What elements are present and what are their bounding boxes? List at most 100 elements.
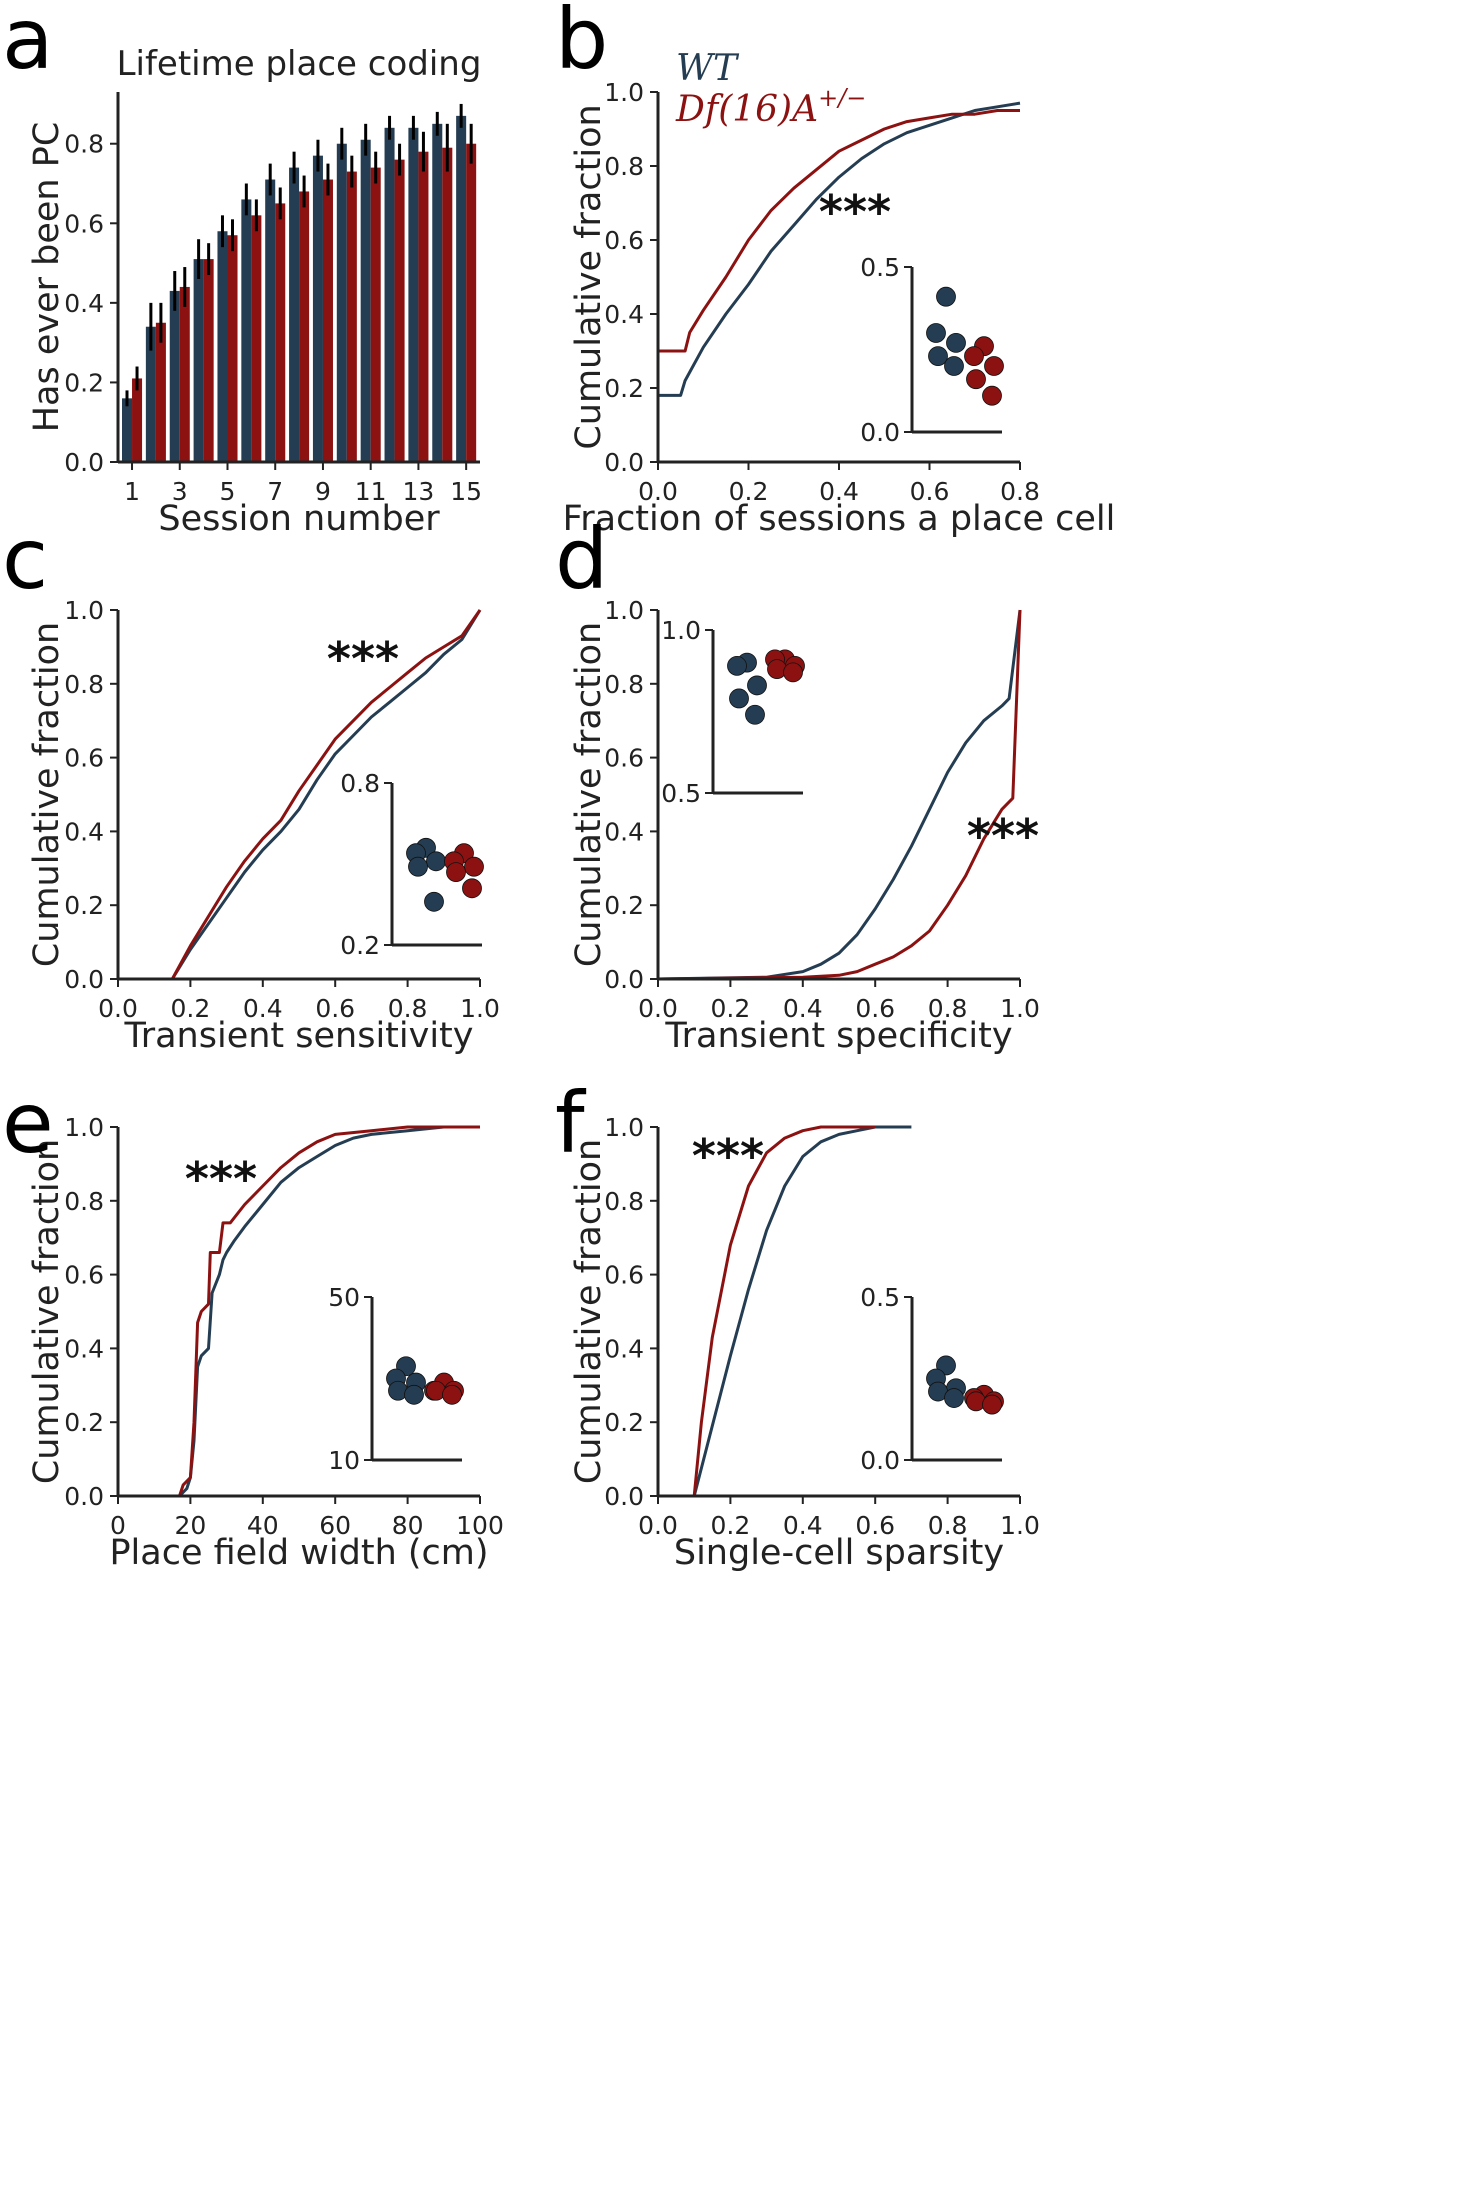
e-inset-dot-wt [404, 1384, 424, 1405]
c-ytick-label: 0.2 [64, 891, 104, 920]
d-ytick-label: 0.0 [604, 965, 644, 994]
c-panel-label: c [2, 510, 48, 608]
e-xtick-label: 100 [456, 1511, 504, 1540]
c-ytick-label: 0.6 [64, 744, 104, 773]
a-bar-df [442, 147, 453, 463]
b-significance: *** [819, 185, 891, 239]
c-inset-dot-wt [408, 856, 428, 877]
d-inset-dot-df [767, 659, 787, 680]
d-ytick-label: 0.8 [604, 670, 644, 699]
a-bar-wt [217, 231, 228, 462]
b-ytick-label: 0.2 [604, 374, 644, 403]
b-xtick-label: 0.0 [638, 477, 678, 506]
d-inset-dot-wt [745, 704, 765, 725]
e-ytick-label: 1.0 [64, 1113, 104, 1142]
e-inset: 10 50 [328, 1283, 464, 1475]
a-bar-wt [408, 127, 419, 462]
f-ytick-label: 0.6 [604, 1261, 644, 1290]
e-xtick-label: 40 [247, 1511, 279, 1540]
a-bar-df [275, 203, 286, 463]
d-xtick-label: 0.8 [928, 994, 968, 1023]
a-bar-wt [122, 398, 133, 462]
f-significance: *** [692, 1129, 764, 1183]
b-ytick-label: 0.4 [604, 300, 644, 329]
c-cdf-wt [171, 609, 482, 980]
f-x-title: Single-cell sparsity [674, 1533, 1004, 1573]
d-inset-dot-wt [747, 675, 767, 696]
panel-d: 0.00.20.40.60.81.00.0 0.2 0.4 0.6 0.8 1.0Tran… [555, 510, 1040, 1056]
f-ytick-label: 1.0 [604, 1113, 644, 1142]
e-xtick-label: 60 [319, 1511, 351, 1540]
a-bar-df [132, 378, 143, 462]
e-inset-dot-df [442, 1384, 462, 1405]
a-bar-df [418, 151, 429, 462]
b-cdf-wt [658, 101, 1021, 397]
a-bar-wt [336, 143, 347, 462]
f-ytick-label: 0.0 [604, 1482, 644, 1511]
e-ytick-label: 0.6 [64, 1261, 104, 1290]
f-inset-ytick-label: 0.5 [860, 1283, 900, 1312]
c-xtick-label: 0.0 [98, 994, 138, 1023]
a-bar-wt [312, 155, 323, 462]
f-xtick-label: 0.6 [855, 1511, 895, 1540]
a-bar-df [394, 159, 405, 463]
b-xtick-label: 0.8 [1000, 477, 1040, 506]
f-inset: 0.0 0.5 [860, 1283, 1004, 1475]
c-inset-dot-df [464, 856, 484, 877]
f-y-title: Cumulative fraction [569, 1139, 609, 1484]
d-ytick-label: 0.6 [604, 744, 644, 773]
d-inset: 0.5 1.0 [661, 616, 805, 808]
c-inset-ytick-label: 0.8 [340, 769, 380, 798]
b-inset-dot-wt [936, 286, 956, 307]
e-ytick-label: 0.4 [64, 1334, 104, 1363]
a-xtick-label: 7 [267, 477, 283, 506]
d-ytick-label: 1.0 [604, 596, 644, 625]
a-xtick-label: 11 [355, 477, 387, 506]
d-cdf-wt [657, 609, 1022, 981]
c-inset-dot-df [446, 862, 466, 882]
a-ytick-label: 0.0 [64, 448, 104, 477]
a-bar-wt [241, 199, 252, 462]
b-inset-dot-wt [946, 332, 966, 353]
b-inset: 0.0 0.5 [860, 253, 1004, 447]
c-xtick-label: 0.8 [388, 994, 428, 1023]
a-bar-df [203, 259, 214, 462]
legend-df: Df(16)A+/− [675, 84, 866, 130]
a-bar-wt [360, 139, 371, 462]
c-xtick-label: 0.6 [315, 994, 355, 1023]
d-ytick-label: 0.2 [604, 891, 644, 920]
d-xtick-label: 1.0 [1000, 994, 1040, 1023]
a-bar-df [227, 235, 238, 462]
a-bar-df [299, 191, 310, 462]
b-inset-dot-wt [928, 346, 948, 367]
b-inset-dot-df [984, 356, 1004, 376]
f-xtick-label: 0.8 [928, 1511, 968, 1540]
a-bar-df [322, 179, 333, 462]
f-xtick-label: 1.0 [1000, 1511, 1040, 1540]
a-bar-df [466, 143, 477, 462]
e-ytick-label: 0.8 [64, 1187, 104, 1216]
c-y-title: Cumulative fraction [27, 622, 67, 967]
b-xtick-label: 0.6 [910, 477, 950, 506]
d-xtick-label: 0.0 [638, 994, 678, 1023]
panel-b: 0.00.20.40.60.81.00.0 0.2 0.4 0.6 0.8Fractio… [555, 0, 1115, 539]
e-significance: *** [185, 1152, 257, 1206]
f-xtick-label: 0.4 [783, 1511, 823, 1540]
e-ytick-label: 0.2 [64, 1408, 104, 1437]
a-bar-df [179, 286, 190, 462]
c-inset-dot-df [462, 878, 482, 899]
a-bar-df [251, 215, 262, 462]
c-x-title: Transient sensitivity [123, 1016, 473, 1056]
e-xtick-label: 0 [110, 1511, 126, 1540]
a-bar-wt [289, 167, 300, 462]
d-significance: *** [967, 809, 1039, 863]
d-inset-dot-wt [729, 688, 749, 709]
b-ytick-label: 0.6 [604, 226, 644, 255]
c-significance: *** [327, 632, 399, 686]
a-title: Lifetime place coding [117, 44, 482, 84]
a-bar-wt [145, 326, 156, 462]
c-ytick-label: 0.0 [64, 965, 104, 994]
legend-wt: WT [676, 48, 740, 89]
a-xtick-label: 3 [172, 477, 188, 506]
